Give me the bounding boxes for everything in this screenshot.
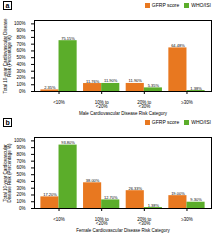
svg-text:100%: 100% xyxy=(14,21,26,26)
svg-text:11.90%: 11.90% xyxy=(104,78,118,83)
svg-text:20%: 20% xyxy=(16,75,25,80)
svg-text:90%: 90% xyxy=(16,145,25,150)
svg-text:≥30%: ≥30% xyxy=(181,100,192,105)
svg-text:64.48%: 64.48% xyxy=(171,43,185,48)
html-text:GFRP score: GFRP score xyxy=(151,2,180,8)
svg-text:30%: 30% xyxy=(16,69,25,74)
svg-text:0%: 0% xyxy=(19,206,26,211)
svg-text:2.35%: 2.35% xyxy=(44,85,56,90)
svg-text:70%: 70% xyxy=(16,42,25,47)
svg-text:80%: 80% xyxy=(16,35,25,40)
svg-text:Total 10-year CardiovascularDi: Total 10-year CardiovascularDisease Risk… xyxy=(3,143,13,202)
svg-text:9.30%: 9.30% xyxy=(190,197,202,202)
svg-text:20% to<30%: 20% to<30% xyxy=(137,217,152,227)
svg-text:60%: 60% xyxy=(16,48,25,53)
svg-text:90%: 90% xyxy=(16,28,25,33)
svg-text:80%: 80% xyxy=(16,152,25,157)
svg-text:<10%: <10% xyxy=(53,100,65,105)
html-text:b: b xyxy=(5,118,10,126)
svg-text:100%: 100% xyxy=(14,138,26,143)
svg-text:60%: 60% xyxy=(16,165,25,170)
svg-text:19.00%: 19.00% xyxy=(171,191,185,196)
svg-text:<10%: <10% xyxy=(53,217,65,222)
svg-text:50%: 50% xyxy=(16,55,25,60)
svg-text:26.33%: 26.33% xyxy=(128,186,142,191)
svg-text:40%: 40% xyxy=(16,62,25,67)
html-text:a: a xyxy=(5,1,10,9)
svg-text:10%: 10% xyxy=(16,199,25,204)
svg-text:≥30%: ≥30% xyxy=(181,217,192,222)
svg-text:20% to<30%: 20% to<30% xyxy=(137,100,152,110)
svg-text:0%: 0% xyxy=(19,89,26,94)
svg-text:Total 10-year Cardiovascular D: Total 10-year Cardiovascular DiseaseRisk… xyxy=(3,18,13,93)
svg-text:17.20%: 17.20% xyxy=(43,192,57,197)
svg-text:11.90%: 11.90% xyxy=(129,78,143,83)
svg-text:1.38%: 1.38% xyxy=(190,86,202,91)
html-text:GFRP score: GFRP score xyxy=(151,119,180,125)
html-text:WHO/ISI: WHO/ISI xyxy=(191,2,211,8)
svg-text:10% to<20%: 10% to<20% xyxy=(95,217,110,227)
svg-text:40%: 40% xyxy=(16,179,25,184)
svg-text:5.35%: 5.35% xyxy=(148,83,160,88)
svg-text:10% to<20%: 10% to<20% xyxy=(95,100,110,110)
svg-text:20%: 20% xyxy=(16,192,25,197)
svg-text:Female Cardiovascular Disease: Female Cardiovascular Disease Risk Categ… xyxy=(76,228,170,233)
svg-text:1.38%: 1.38% xyxy=(148,203,160,208)
svg-text:11.76%: 11.76% xyxy=(86,79,100,84)
svg-text:70%: 70% xyxy=(16,159,25,164)
svg-text:93.80%: 93.80% xyxy=(61,140,75,145)
html-text:WHO/ISI: WHO/ISI xyxy=(191,119,211,125)
svg-text:12.70%: 12.70% xyxy=(104,195,118,200)
svg-text:30%: 30% xyxy=(16,186,25,191)
svg-text:10%: 10% xyxy=(16,82,25,87)
svg-text:38.00%: 38.00% xyxy=(86,178,100,183)
svg-text:Male Cardiovascular Disease Ri: Male Cardiovascular Disease Risk Categor… xyxy=(79,111,168,116)
svg-text:75.15%: 75.15% xyxy=(61,36,75,41)
svg-text:50%: 50% xyxy=(16,172,25,177)
